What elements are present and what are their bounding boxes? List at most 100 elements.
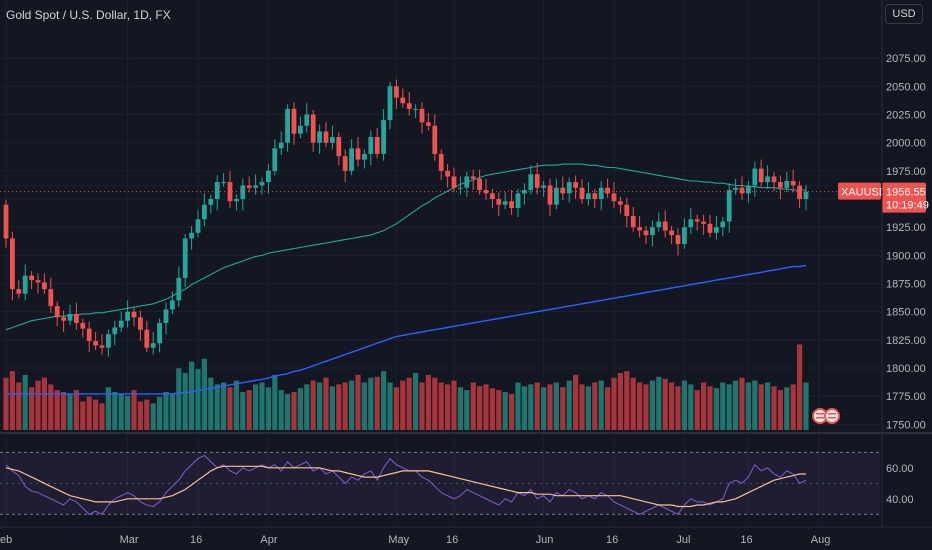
- candle-body: [643, 230, 649, 236]
- candle: [189, 226, 194, 250]
- candle-body: [317, 131, 322, 143]
- candle: [22, 264, 28, 301]
- candle-body: [566, 182, 572, 194]
- volume-bar: [16, 382, 22, 430]
- time-tick-label: Mar: [120, 534, 139, 546]
- volume-bar: [304, 384, 310, 430]
- candle-body: [419, 108, 425, 123]
- candle-body: [432, 125, 438, 154]
- volume-bar: [400, 380, 406, 430]
- candle-body: [10, 238, 15, 290]
- candle: [464, 171, 470, 197]
- candle: [432, 114, 438, 161]
- volume-bar: [566, 380, 572, 430]
- volume-bar: [9, 371, 15, 430]
- time-tick-label: 16: [606, 534, 618, 546]
- candle: [522, 183, 527, 205]
- candle-body: [176, 277, 182, 301]
- volume-bar: [291, 392, 297, 430]
- candle-body: [291, 108, 297, 134]
- candle: [765, 165, 770, 189]
- candle-body: [618, 201, 623, 205]
- volume-bar: [233, 380, 239, 430]
- candle: [131, 307, 137, 327]
- candle: [342, 149, 348, 183]
- candle-body: [99, 345, 105, 348]
- candle-body: [579, 187, 585, 200]
- volume-bar: [285, 393, 291, 430]
- volume-bar: [182, 373, 188, 430]
- volume-bar: [541, 387, 547, 430]
- candle-body: [93, 340, 98, 346]
- volume-bar: [585, 386, 591, 430]
- grid-lines: [0, 0, 880, 522]
- candle-body: [138, 317, 143, 330]
- price-axis: 1750.00 1775.00 1800.00 1825.00 1850.00 1875.…: [886, 53, 926, 431]
- candle: [80, 318, 86, 338]
- currency-button[interactable]: USD: [885, 4, 923, 24]
- volume-bar: [201, 358, 207, 430]
- candle: [208, 194, 214, 214]
- candle: [662, 210, 668, 238]
- price-tick-label: 2050.00: [886, 81, 926, 93]
- candle: [144, 320, 150, 353]
- candle: [592, 188, 598, 209]
- candle: [317, 124, 322, 154]
- time-tick-label: Apr: [260, 534, 277, 546]
- volume-bar: [227, 387, 233, 430]
- time-tick-label: Aug: [811, 534, 831, 546]
- candle: [67, 304, 73, 326]
- candle: [3, 200, 9, 248]
- price-tick-label: 1775.00: [886, 391, 926, 403]
- candle: [74, 302, 79, 330]
- volume-bar: [771, 386, 777, 430]
- candle: [221, 173, 226, 187]
- volume-bar: [137, 401, 143, 430]
- candle-body: [387, 86, 393, 121]
- candle: [624, 197, 630, 228]
- candle: [48, 277, 54, 313]
- candle-body: [598, 187, 604, 200]
- candle-body: [490, 193, 495, 200]
- candle: [426, 113, 431, 131]
- candle: [234, 194, 239, 211]
- candle-body: [784, 180, 790, 188]
- volume-bar: [624, 371, 630, 430]
- volume-bar: [387, 382, 393, 430]
- candle-body: [112, 327, 118, 335]
- volume-bar: [528, 384, 534, 430]
- candle-body: [438, 153, 444, 171]
- candle: [157, 318, 162, 353]
- candle: [528, 165, 534, 195]
- symbol-tag: [838, 182, 881, 200]
- candle-body: [714, 227, 719, 233]
- candle: [579, 178, 585, 204]
- volume-bar: [169, 393, 175, 430]
- candle: [259, 177, 265, 195]
- price-tick-label: 1925.00: [886, 222, 926, 234]
- volume-bar: [547, 384, 553, 430]
- volume-bar: [214, 384, 220, 430]
- volume-bar: [361, 382, 367, 430]
- volume-bar: [413, 373, 419, 430]
- candle: [61, 310, 66, 332]
- candle-body: [272, 148, 278, 171]
- volume-bar: [297, 388, 303, 430]
- volume-bar: [355, 374, 361, 430]
- candle: [266, 164, 271, 194]
- volume-bar: [329, 386, 335, 430]
- volume-bar: [496, 390, 502, 430]
- candle-body: [80, 322, 86, 329]
- candle: [278, 131, 284, 156]
- candle: [272, 139, 278, 176]
- volume-bar: [592, 382, 598, 430]
- candle-body: [650, 227, 655, 236]
- volume-bar: [752, 380, 758, 430]
- candle-body: [240, 185, 246, 200]
- candle: [125, 300, 130, 328]
- candle: [701, 214, 706, 236]
- price-tick-label: 2075.00: [886, 53, 926, 65]
- candle-body: [458, 187, 463, 189]
- candle-body: [221, 182, 226, 184]
